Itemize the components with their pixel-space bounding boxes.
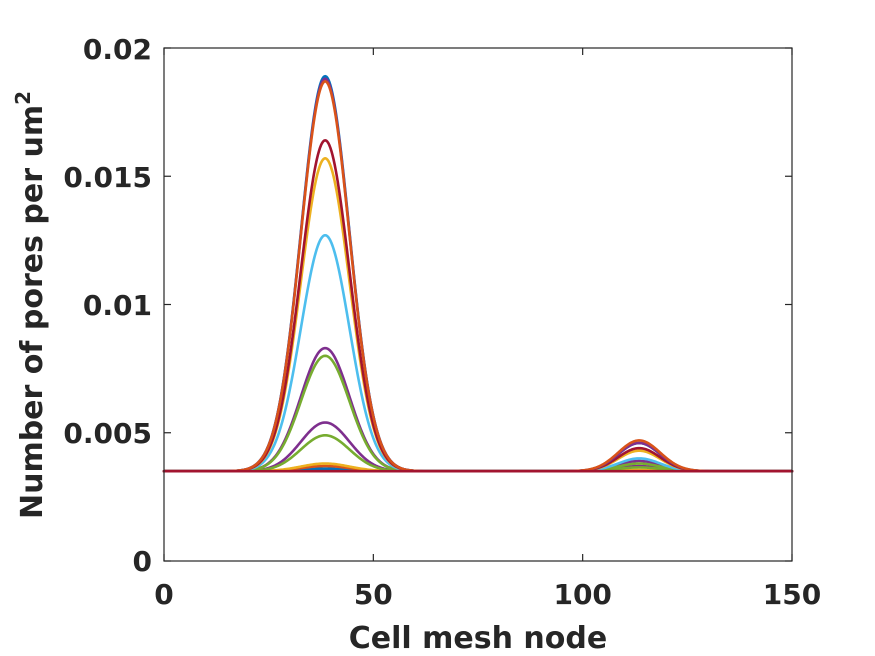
x-tick-label: 0 xyxy=(154,578,173,611)
x-tick-label: 50 xyxy=(354,578,393,611)
series-line xyxy=(162,157,794,473)
series-line xyxy=(162,346,794,473)
x-tick-label: 100 xyxy=(553,578,611,611)
y-tick-label: 0.01 xyxy=(83,289,152,322)
y-tick-label: 0 xyxy=(133,545,152,578)
series-layer xyxy=(162,74,794,473)
y-axis-label-text: Number of pores per um xyxy=(15,105,50,519)
plot-area-frame xyxy=(163,47,793,562)
series-line xyxy=(162,139,794,473)
y-axis-label: Number of pores per um2 xyxy=(11,91,50,519)
series-line xyxy=(162,77,794,473)
y-tick-label: 0.02 xyxy=(83,33,152,66)
y-tick-label: 0.005 xyxy=(63,417,152,450)
y-tick-label: 0.015 xyxy=(63,161,152,194)
series-line xyxy=(162,354,794,473)
ticks-layer xyxy=(163,47,793,562)
series-line xyxy=(162,80,794,473)
x-axis-label: Cell mesh node xyxy=(349,621,607,656)
x-tick-label: 150 xyxy=(763,578,821,611)
series-line xyxy=(162,74,794,473)
series-line xyxy=(162,233,794,473)
y-axis-label-superscript: 2 xyxy=(11,91,35,105)
